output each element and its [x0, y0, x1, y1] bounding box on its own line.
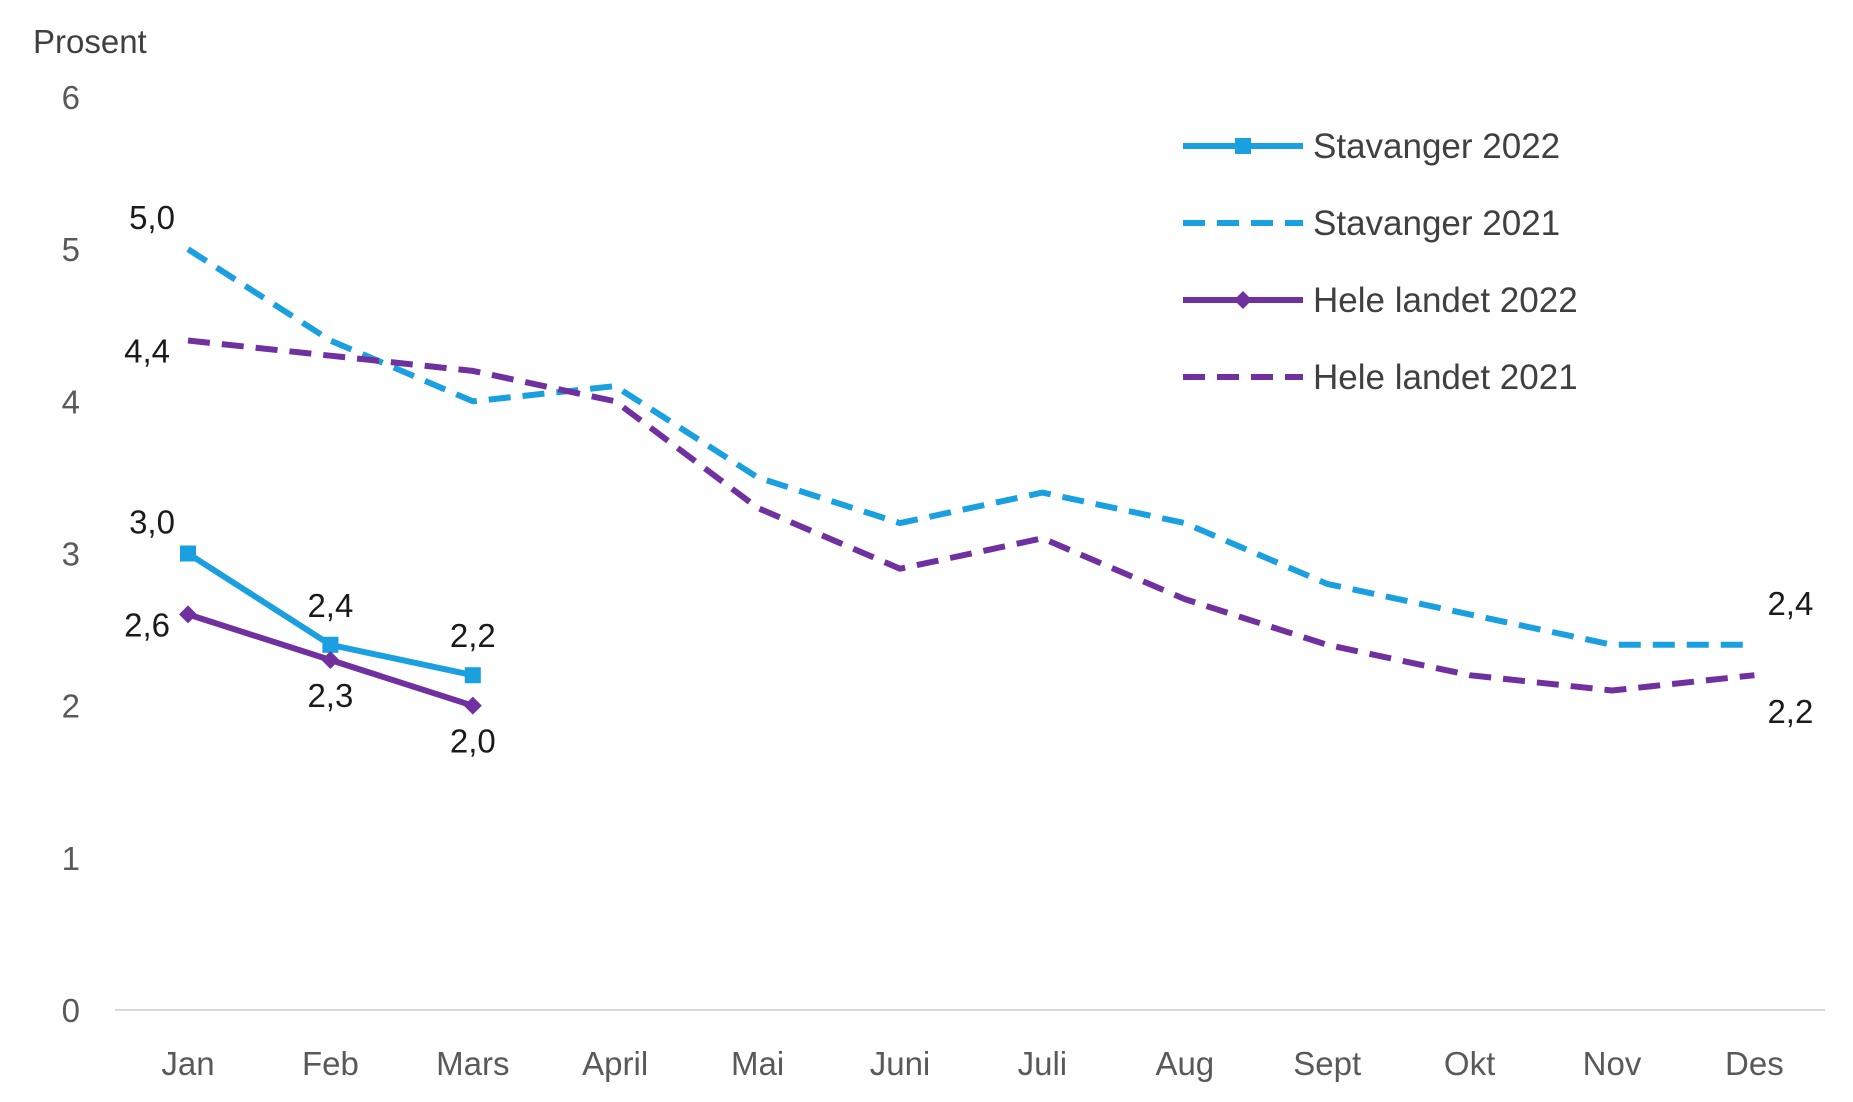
series-layer: [179, 246, 1755, 715]
data-label: 2,4: [307, 587, 353, 624]
x-tick-label: Sept: [1293, 1045, 1361, 1082]
x-tick-label: Juli: [1018, 1045, 1068, 1082]
x-tick-label: Juni: [870, 1045, 931, 1082]
legend-label: Hele landet 2021: [1313, 358, 1578, 397]
legend: Stavanger 2022 Stavanger 2021 Hele landet …: [1183, 127, 1578, 397]
legend-marker: [1234, 291, 1252, 309]
y-tick-label: 6: [62, 79, 80, 116]
series-line-hele-landet-2021: [187, 337, 1755, 694]
x-tick-label: Okt: [1444, 1045, 1495, 1082]
y-axis-ticks: 0 1 2 3 4 5 6: [62, 79, 80, 1029]
legend-label: Hele landet 2022: [1313, 281, 1578, 320]
legend-item-stavanger-2021: Stavanger 2021: [1183, 204, 1560, 243]
legend-marker: [1235, 138, 1251, 154]
x-tick-label: Mai: [731, 1045, 784, 1082]
data-label: 4,4: [124, 332, 170, 369]
series-line-stavanger-2021: [186, 246, 1755, 648]
data-point-marker: [322, 636, 339, 653]
data-label: 2,6: [124, 606, 170, 643]
y-axis-title: Prosent: [33, 23, 147, 60]
x-tick-label: Mars: [436, 1045, 509, 1082]
data-label: 2,2: [1767, 693, 1813, 730]
series-hele-landet-2021: [187, 337, 1755, 694]
y-tick-label: 2: [62, 688, 80, 725]
y-tick-label: 5: [62, 231, 80, 268]
x-tick-label: Nov: [1583, 1045, 1642, 1082]
legend-item-stavanger-2022: Stavanger 2022: [1183, 127, 1560, 166]
legend-item-hele-landet-2021: Hele landet 2021: [1183, 358, 1578, 397]
x-tick-label: Aug: [1155, 1045, 1214, 1082]
x-tick-label: April: [582, 1045, 648, 1082]
legend-item-hele-landet-2022: Hele landet 2022: [1183, 281, 1578, 320]
series-stavanger-2022: [180, 545, 481, 684]
data-label: 2,4: [1767, 585, 1813, 622]
data-label: 5,0: [129, 199, 175, 236]
legend-label: Stavanger 2021: [1313, 204, 1560, 243]
data-label: 2,3: [307, 677, 353, 714]
series-stavanger-2021: [186, 246, 1755, 648]
y-tick-label: 3: [62, 536, 80, 573]
data-point-marker: [180, 545, 196, 562]
data-point-marker: [464, 667, 481, 684]
x-tick-label: Des: [1725, 1045, 1784, 1082]
data-point-marker: [321, 651, 340, 670]
y-tick-label: 1: [62, 840, 80, 877]
y-tick-label: 4: [62, 383, 80, 420]
series-hele-landet-2022: [179, 605, 482, 715]
data-label: 2,0: [450, 723, 496, 760]
data-point-marker: [179, 605, 197, 624]
x-tick-label: Jan: [161, 1045, 214, 1082]
data-point-marker: [463, 696, 482, 715]
data-label: 2,2: [450, 617, 496, 654]
data-label: 3,0: [129, 504, 175, 541]
y-tick-label: 0: [62, 992, 80, 1029]
x-axis-ticks: Jan Feb Mars April Mai Juni Juli Aug Sept Okt Nov D…: [161, 1045, 1783, 1082]
legend-label: Stavanger 2022: [1313, 127, 1560, 166]
x-tick-label: Feb: [302, 1045, 359, 1082]
data-labels: 3,0 2,4 2,2 5,0 2,4 2,6 2,3 2,0 4,4 2,2: [124, 199, 1813, 760]
